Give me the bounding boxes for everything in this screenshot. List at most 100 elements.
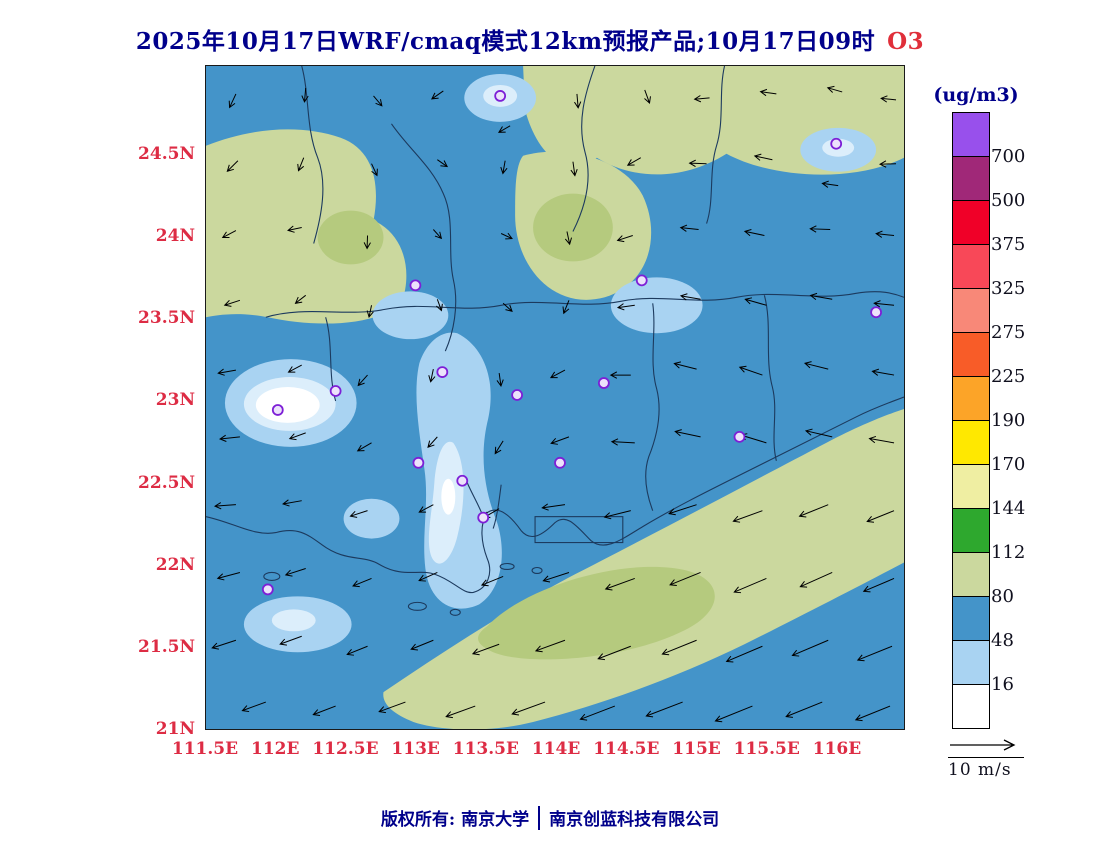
wind-arrow	[875, 230, 895, 238]
wind-arrow	[356, 442, 372, 452]
page-title: 2025年10月17日WRF/cmaq模式12km预报产品;10月17日09时 O…	[0, 22, 1060, 56]
colorbar-tick-label: 170	[991, 454, 1026, 475]
wind-arrow	[312, 705, 336, 716]
wind-arrow	[432, 229, 443, 240]
o3-contour-map	[206, 66, 904, 729]
colorbar-band: 170	[952, 420, 1025, 475]
wind-arrow	[410, 639, 434, 651]
wind-arrow	[804, 428, 833, 438]
colorbar-band: 16	[952, 640, 1014, 695]
wind-arrow	[228, 93, 237, 109]
wind-arrow	[301, 87, 309, 103]
wind-arrow	[880, 95, 897, 103]
wind-arrow	[688, 159, 707, 167]
wind-arrow	[502, 302, 513, 312]
x-tick-label: 116E	[812, 739, 862, 759]
wind-arrow	[579, 705, 616, 721]
wind-arrow	[868, 435, 895, 444]
station-marker	[511, 389, 523, 401]
wind-arrow	[436, 299, 443, 312]
wind-arrow	[714, 705, 753, 723]
wind-arrow	[437, 159, 449, 168]
wind-arrow	[644, 89, 651, 105]
wind-arrow	[856, 645, 893, 662]
wind-arrow	[610, 438, 635, 446]
wind-arrow	[445, 705, 476, 719]
wind-scale-arrow-icon	[950, 739, 1016, 751]
x-tick-label: 114E	[531, 739, 581, 759]
footer-divider	[538, 805, 541, 830]
wind-arrow	[500, 160, 508, 175]
colorbar-band: 375	[952, 200, 1025, 255]
island	[499, 562, 515, 571]
wind-arrow	[241, 701, 266, 713]
delta-highlight-box	[534, 516, 624, 544]
station-marker	[409, 279, 422, 292]
border-west	[301, 66, 324, 244]
contour-band-112-core	[317, 193, 715, 660]
y-tick-label: 22N	[155, 554, 195, 575]
wind-arrow	[284, 568, 306, 577]
colorbar-band: 700	[952, 112, 1025, 167]
colorbar-band: 500	[952, 156, 1025, 211]
y-tick-label: 21.5N	[138, 636, 195, 657]
colorbar-tick-label: 325	[991, 278, 1026, 299]
x-tick-label: 115.5E	[733, 739, 800, 759]
wind-arrow	[428, 368, 436, 383]
x-tick-label: 115E	[672, 739, 721, 759]
border-east-vertical	[763, 295, 777, 461]
colorbar-band: 80	[952, 552, 1014, 607]
wind-arrow	[866, 510, 895, 523]
wind-arrow	[480, 575, 504, 587]
wind-arrow	[431, 90, 444, 100]
station-marker	[597, 377, 610, 389]
wind-arrow	[799, 572, 833, 588]
station-marker	[635, 274, 648, 287]
station-marker	[733, 430, 746, 443]
wind-arrow	[541, 503, 566, 511]
station-marker	[261, 583, 274, 596]
colorbar-tick-label: 48	[991, 630, 1014, 651]
wind-arrow	[349, 510, 368, 518]
wind-arrow	[603, 510, 631, 520]
colorbar-tick-label: 700	[991, 146, 1026, 167]
station-marker	[870, 306, 882, 319]
station-marker	[412, 456, 425, 469]
wind-arrow	[679, 224, 699, 232]
wind-arrow	[679, 293, 701, 301]
wind-arrow	[725, 645, 763, 663]
colorbar-band: 225	[952, 332, 1025, 387]
wind-arrow	[534, 639, 566, 653]
wind-arrow	[549, 369, 566, 379]
wind-arrow	[216, 571, 241, 581]
y-tick-label: 23.5N	[138, 308, 195, 329]
wind-arrow	[803, 361, 829, 370]
station-marker	[271, 404, 284, 416]
wind-arrow	[357, 374, 368, 387]
colorbar-band: 190	[952, 376, 1025, 431]
colorbar-tick-label: 80	[991, 586, 1014, 607]
border-main-ew	[265, 291, 904, 318]
wind-arrow	[809, 292, 833, 301]
wind-arrow	[744, 297, 767, 306]
colorbar-band: 112	[952, 508, 1025, 563]
x-tick-label: 113.5E	[452, 739, 519, 759]
colorbar-band: 144	[952, 464, 1025, 519]
wind-arrow	[371, 163, 378, 177]
colorbar-unit-label: (ug/m3)	[933, 84, 1019, 106]
station-marker	[830, 137, 843, 150]
contour-band-under-16	[255, 387, 456, 515]
island	[407, 601, 427, 611]
wind-arrow	[743, 228, 765, 237]
wind-arrow	[785, 701, 823, 718]
wind-arrow	[854, 705, 891, 722]
x-tick-label: 114.5E	[593, 739, 660, 759]
wind-arrow	[733, 577, 767, 594]
wind-arrow	[669, 572, 701, 587]
wind-arrow	[826, 85, 843, 93]
island	[263, 571, 281, 581]
wind-arrow	[873, 300, 895, 308]
wind-arrow	[223, 299, 241, 307]
y-tick-label: 24.5N	[138, 144, 195, 164]
